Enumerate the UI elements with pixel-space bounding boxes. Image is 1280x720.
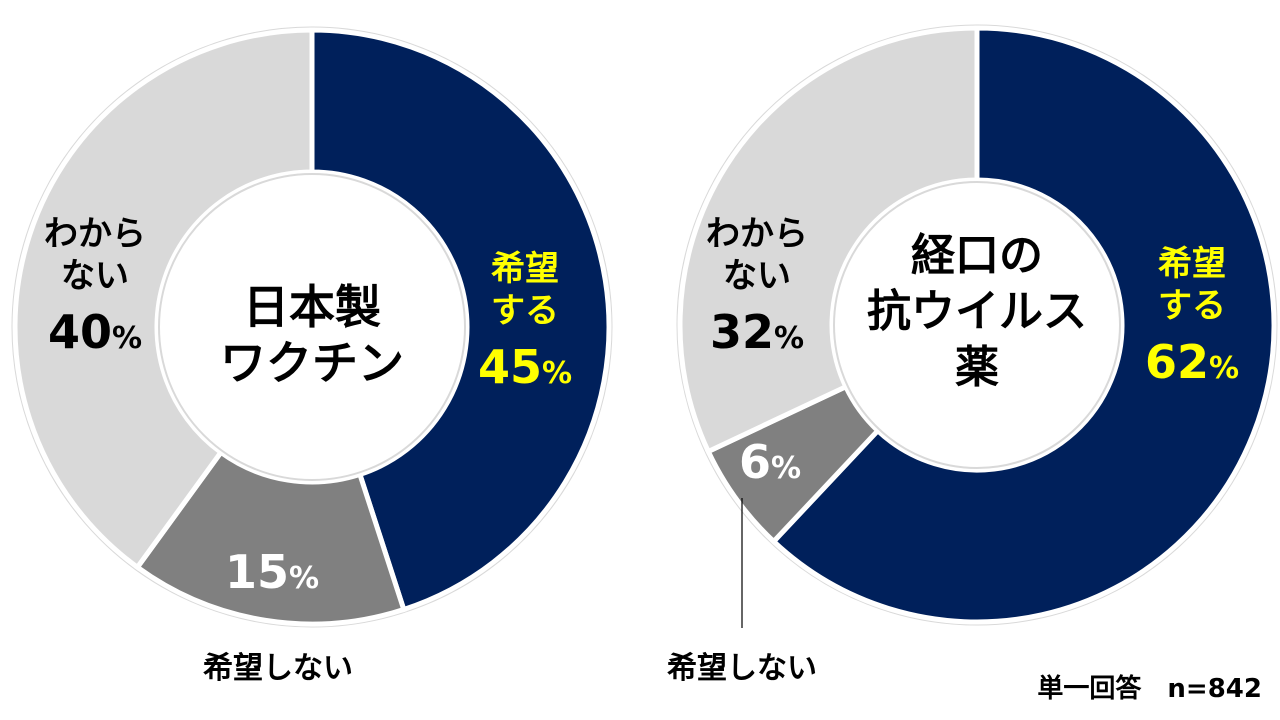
slice-no bbox=[133, 448, 407, 627]
label-unknown-line-2: ない bbox=[61, 256, 129, 296]
label-yes-line-1: 希望 bbox=[491, 249, 559, 289]
center-title-line-2: 抗ウイルス bbox=[867, 286, 1087, 337]
label-yes-line-1: 希望 bbox=[1158, 244, 1226, 284]
label-unknown-line-1: わから bbox=[706, 214, 808, 254]
pct-label-unknown: 32% bbox=[710, 305, 804, 359]
pct-label-yes: 45% bbox=[478, 340, 572, 394]
label-unknown-line-2: ない bbox=[723, 256, 791, 296]
center-title-line-1: 日本製 bbox=[243, 280, 381, 334]
label-yes-line-2: する bbox=[491, 291, 559, 331]
center-title-line-1: 経口の bbox=[911, 230, 1043, 281]
donut-hole bbox=[833, 181, 1121, 469]
callout-label-no: 希望しない bbox=[203, 651, 353, 686]
label-yes-line-2: する bbox=[1158, 286, 1226, 326]
slice-unknown bbox=[12, 27, 315, 571]
pct-label-yes: 62% bbox=[1145, 335, 1239, 389]
center-title-line-3: 薬 bbox=[955, 342, 999, 393]
pct-label-no: 6% bbox=[739, 435, 801, 489]
slice-yes bbox=[309, 27, 612, 613]
callout-label-no: 希望しない bbox=[667, 651, 817, 686]
pct-label-no: 15% bbox=[225, 545, 319, 599]
slice-yes bbox=[770, 25, 1277, 625]
center-title-line-2: ワクチン bbox=[220, 336, 404, 390]
label-unknown-line-1: わから bbox=[44, 214, 146, 254]
donut-hole bbox=[158, 173, 466, 481]
slice-unknown bbox=[677, 25, 980, 455]
pct-label-unknown: 40% bbox=[48, 305, 142, 359]
footnote-sample-size: 単一回答 n=842 bbox=[1037, 673, 1262, 704]
